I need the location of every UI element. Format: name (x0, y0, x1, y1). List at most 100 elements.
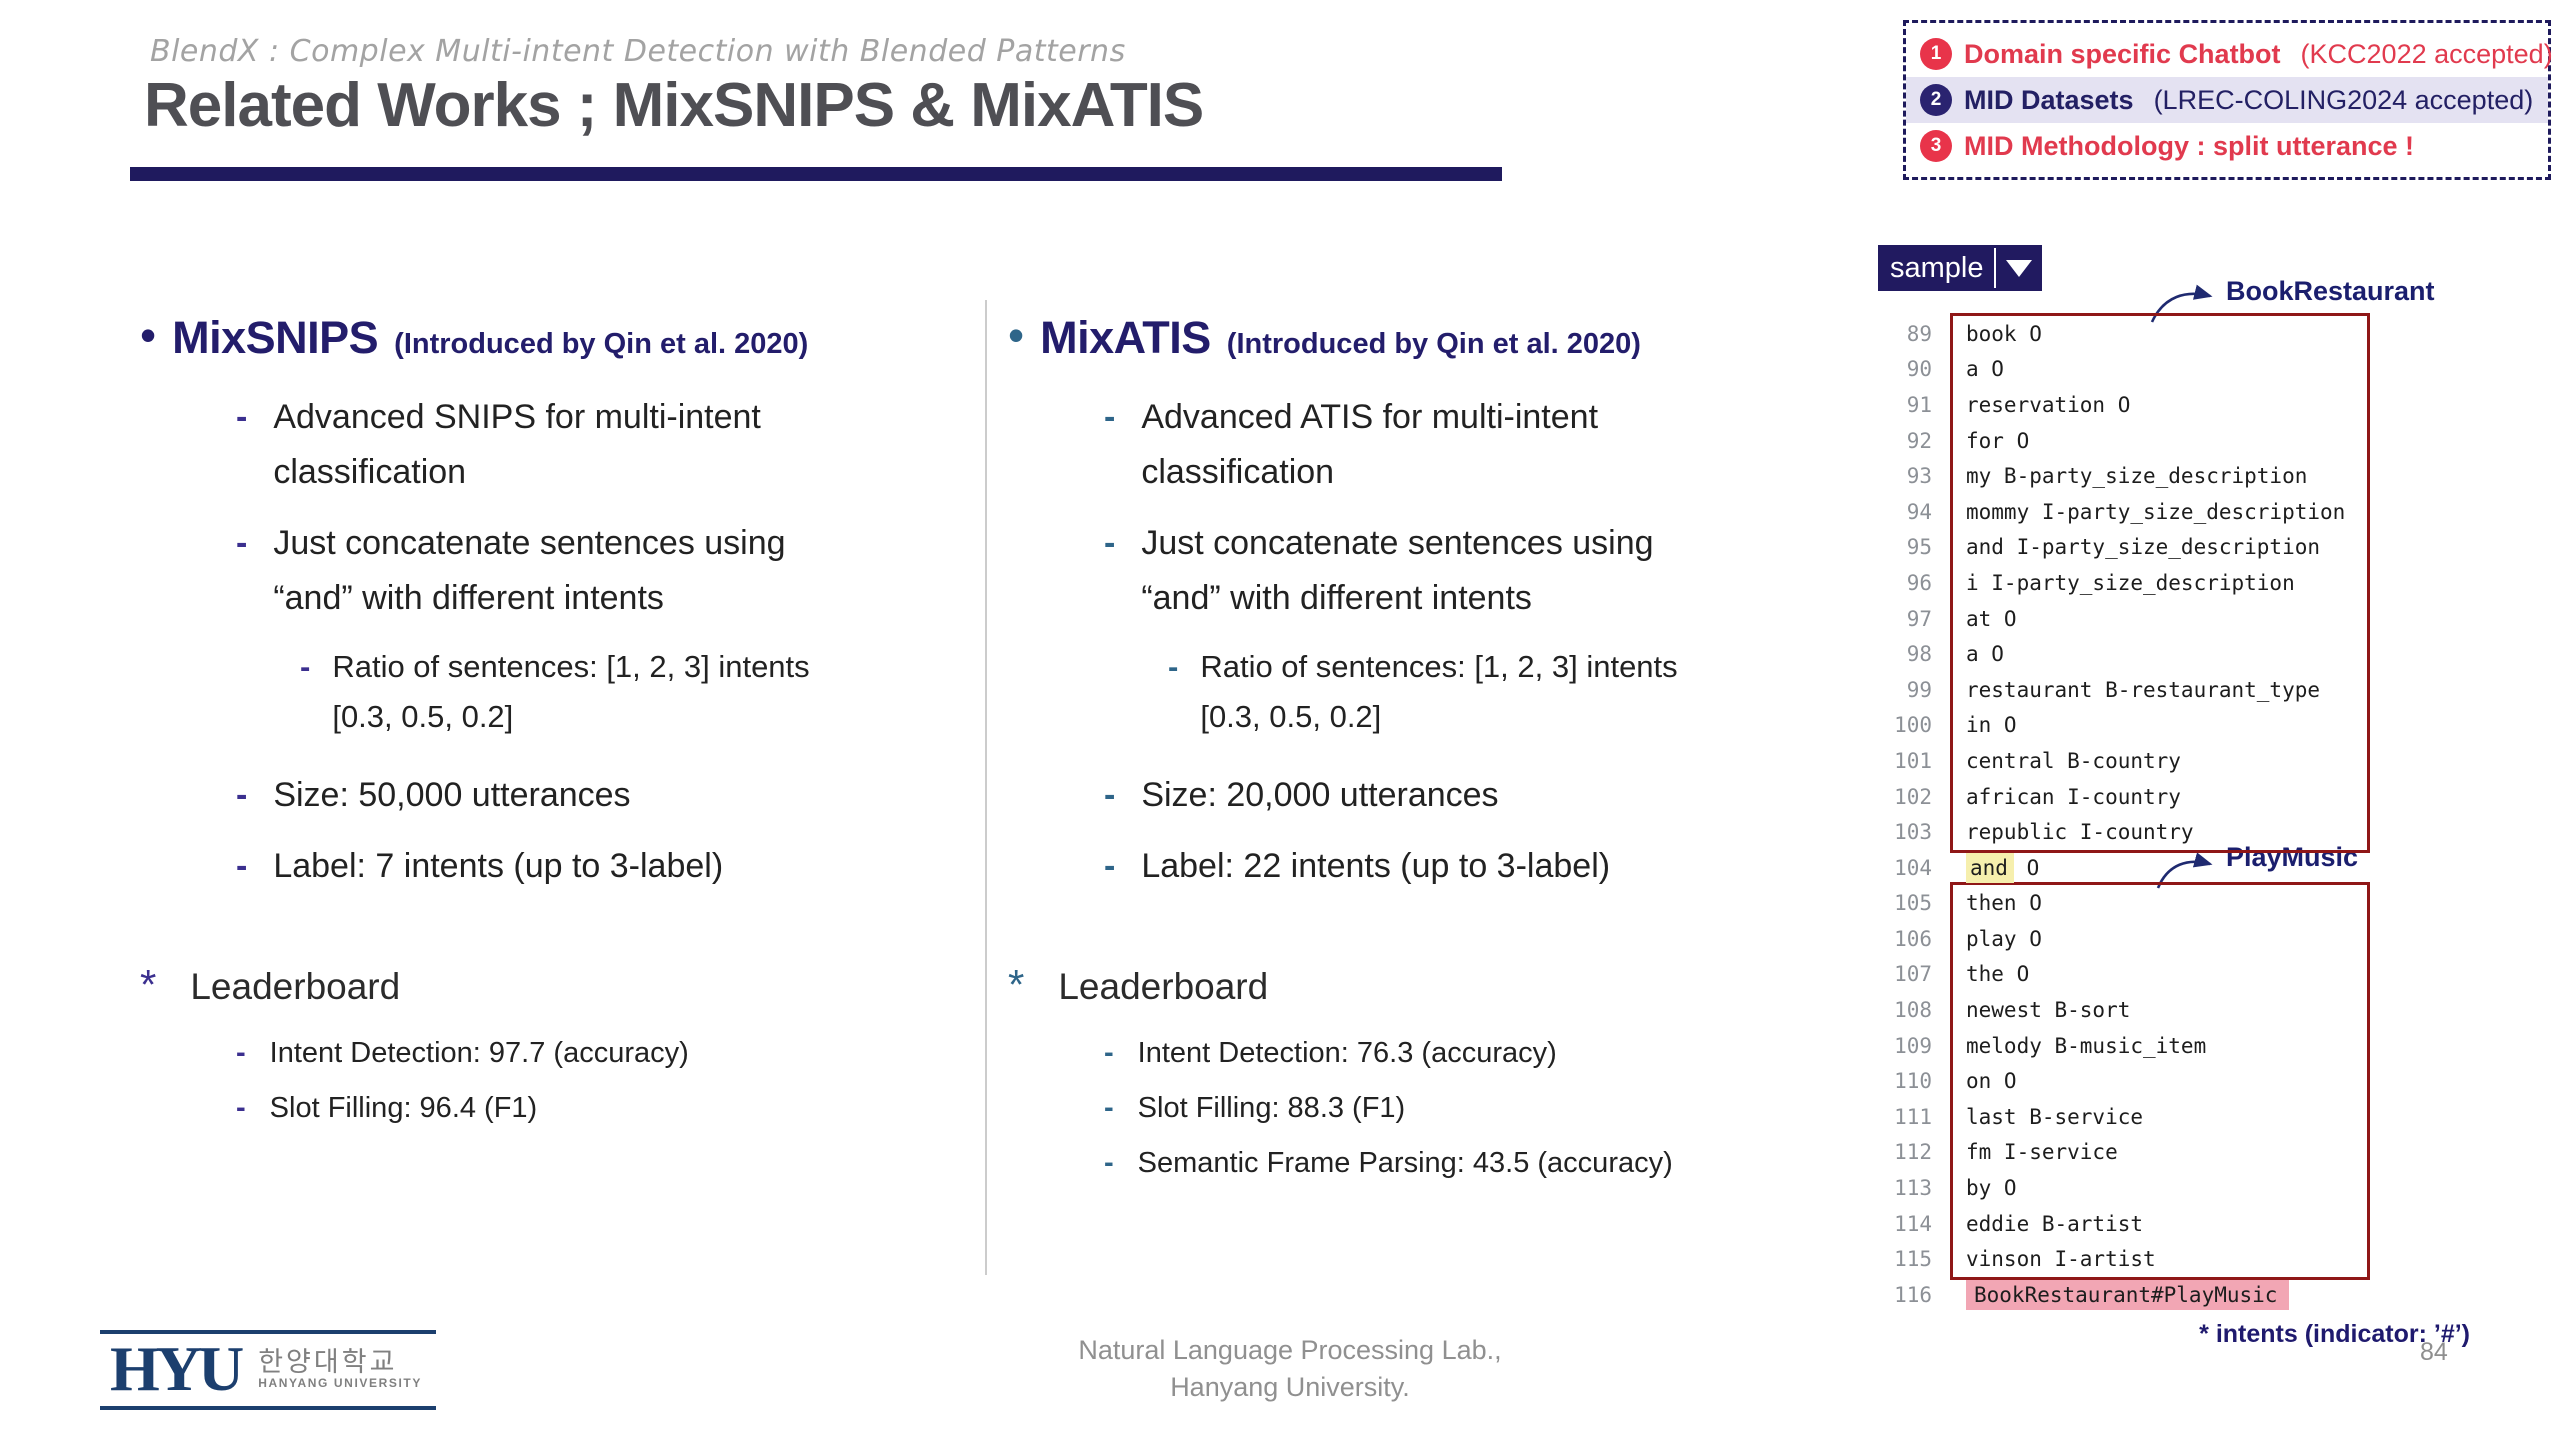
hyu-logo-text: 한양대학교 HANYANG UNIVERSITY (258, 1347, 422, 1391)
dataset-name: MixATIS (1040, 312, 1211, 363)
slide-subtitle: BlendX : Complex Multi-intent Detection … (150, 34, 1126, 69)
code-line: 91 reservation O (1870, 387, 2530, 423)
line-number: 106 (1894, 926, 1932, 951)
token-tag: by O (1966, 1176, 2017, 1201)
token-tag: the O (1966, 962, 2030, 987)
code-line: 108 newest B-sort (1870, 992, 2530, 1028)
line-number: 105 (1894, 891, 1932, 916)
code-line: 106 play O (1870, 921, 2530, 957)
token-tag: i I-party_size_description (1966, 570, 2295, 595)
token-tag: and O (1966, 852, 2039, 883)
bullet-list: - Size: 50,000 utterances - Label: 7 intent… (140, 768, 980, 894)
leaderboard-item: - Slot Filling: 88.3 (F1) (1104, 1081, 1848, 1136)
token-tag: restaurant B-restaurant_type (1966, 677, 2321, 702)
code-line: 110 on O (1870, 1063, 2530, 1099)
bullet-item: - Just concatenate sentences using “and” … (236, 516, 980, 626)
bullet-list: - Advanced ATIS for multi-intent classifi… (1008, 390, 1848, 626)
line-number: 89 (1906, 321, 1932, 346)
line-number: 97 (1906, 606, 1932, 631)
code-line-intents: 116 BookRestaurant#PlayMusic (1870, 1277, 2530, 1313)
dash-bullet-icon: - (1104, 1146, 1114, 1179)
line-number: 99 (1906, 677, 1932, 702)
sub-bullet-ratio: - Ratio of sentences: [1, 2, 3] intents … (1168, 642, 1848, 741)
dash-bullet-icon: - (236, 398, 248, 436)
leaderboard-heading: * Leaderboard (140, 960, 980, 1008)
code-line: 102 african I-country (1870, 779, 2530, 815)
bullet-item: - Label: 22 intents (up to 3-label) (1104, 839, 1848, 894)
dash-bullet-icon: - (1104, 775, 1116, 814)
leaderboard-text: Semantic Frame Parsing: 43.5 (accuracy) (1137, 1146, 1673, 1179)
code-line: 95 and I-party_size_description (1870, 530, 2530, 566)
token-tag: african I-country (1966, 784, 2181, 809)
sub-bullet-text: Ratio of sentences: [1, 2, 3] intents [0… (1200, 649, 1678, 734)
line-number: 92 (1906, 428, 1932, 453)
dataset-name: MixSNIPS (172, 312, 379, 363)
line-number: 111 (1894, 1104, 1932, 1129)
bullet-item: - Advanced SNIPS for multi-intent classif… (236, 390, 980, 500)
footer-line2: Hanyang University. (1170, 1372, 1410, 1403)
mixatis-heading: • MixATIS (Introduced by Qin et al. 2020… (1008, 312, 1848, 364)
bullet-text: Size: 50,000 utterances (273, 775, 631, 814)
line-number: 90 (1906, 357, 1932, 382)
token-tag: mommy I-party_size_description (1966, 499, 2346, 524)
bullet-text: Advanced ATIS for multi-intent classific… (1141, 398, 1599, 492)
code-line: 113 by O (1870, 1170, 2530, 1206)
highlighted-and-token: and (1966, 852, 2014, 883)
token-tag: for O (1966, 428, 2030, 453)
token-tag: and I-party_size_description (1966, 535, 2321, 560)
code-line: 99 restaurant B-restaurant_type (1870, 672, 2530, 708)
code-line: 94 mommy I-party_size_description (1870, 494, 2530, 530)
agenda-item-mid-datasets: 2 MID Datasets (LREC-COLING2024 accepted… (1906, 77, 2548, 123)
leaderboard-item: - Intent Detection: 76.3 (accuracy) (1104, 1026, 1848, 1081)
column-mixsnips: • MixSNIPS (Introduced by Qin et al. 202… (140, 312, 980, 1136)
dash-bullet-icon: - (236, 775, 248, 814)
code-line: 97 at O (1870, 601, 2530, 637)
line-number: 108 (1894, 998, 1932, 1023)
footer-affiliation: Natural Language Processing Lab., Hanyan… (900, 1332, 1680, 1407)
dash-bullet-icon: - (236, 524, 248, 563)
intent-combination: BookRestaurant#PlayMusic (1966, 1279, 2290, 1310)
token-tag: republic I-country (1966, 820, 2194, 845)
line-number: 96 (1906, 570, 1932, 595)
title-underline-bar (130, 167, 1502, 181)
star-bullet-icon: * (140, 960, 157, 1008)
bullet-item: - Just concatenate sentences using “and” … (1104, 516, 1848, 626)
agenda-item-title: MID Datasets (1964, 84, 2134, 115)
leaderboard-text: Slot Filling: 96.4 (F1) (269, 1091, 538, 1124)
token-tag: on O (1966, 1069, 2017, 1094)
leaderboard-title: Leaderboard (190, 965, 401, 1007)
mixsnips-heading: • MixSNIPS (Introduced by Qin et al. 202… (140, 312, 980, 364)
hyu-logo-acronym: HYU (110, 1333, 244, 1404)
leaderboard-title: Leaderboard (1058, 965, 1269, 1007)
bullet-list: - Size: 20,000 utterances - Label: 22 inten… (1008, 768, 1848, 894)
dash-bullet-icon: - (300, 649, 311, 685)
line-number: 116 (1894, 1282, 1932, 1307)
bookrestaurant-box (1950, 313, 2370, 853)
code-line: 105 then O (1870, 886, 2530, 922)
bullet-dot-icon: • (1008, 309, 1025, 361)
line-number: 107 (1894, 962, 1932, 987)
code-line: 103 republic I-country (1870, 814, 2530, 850)
code-line: 96 i I-party_size_description (1870, 565, 2530, 601)
dash-bullet-icon: - (236, 1036, 246, 1069)
circled-number-2-icon: 2 (1920, 84, 1952, 116)
hyu-logo: HYU 한양대학교 HANYANG UNIVERSITY (100, 1330, 436, 1410)
page-number: 84 (2420, 1338, 2448, 1366)
dash-bullet-icon: - (1168, 649, 1179, 685)
line-number: 98 (1906, 642, 1932, 667)
line-number: 100 (1894, 713, 1932, 738)
token-tag: newest B-sort (1966, 998, 2131, 1023)
sample-dropdown[interactable]: sample (1878, 245, 2042, 291)
page-title: Related Works ; MixSNIPS & MixATIS (144, 71, 1204, 140)
code-line: 89 book O (1870, 316, 2530, 352)
agenda-item-title: Domain specific Chatbot (1964, 38, 2281, 69)
line-number: 104 (1894, 855, 1932, 880)
token-tag: play O (1966, 926, 2042, 951)
line-number: 110 (1894, 1069, 1932, 1094)
leaderboard-list: - Intent Detection: 76.3 (accuracy) - Slot … (1008, 1026, 1848, 1191)
token-tag: vinson I-artist (1966, 1247, 2156, 1272)
code-line: 90 a O (1870, 352, 2530, 388)
leaderboard-text: Intent Detection: 76.3 (accuracy) (1137, 1036, 1557, 1069)
code-lines-box1: 89 book O 90 a O 91 reservation O 92 for O 93 my … (1870, 316, 2530, 850)
leaderboard-item: - Intent Detection: 97.7 (accuracy) (236, 1026, 980, 1081)
